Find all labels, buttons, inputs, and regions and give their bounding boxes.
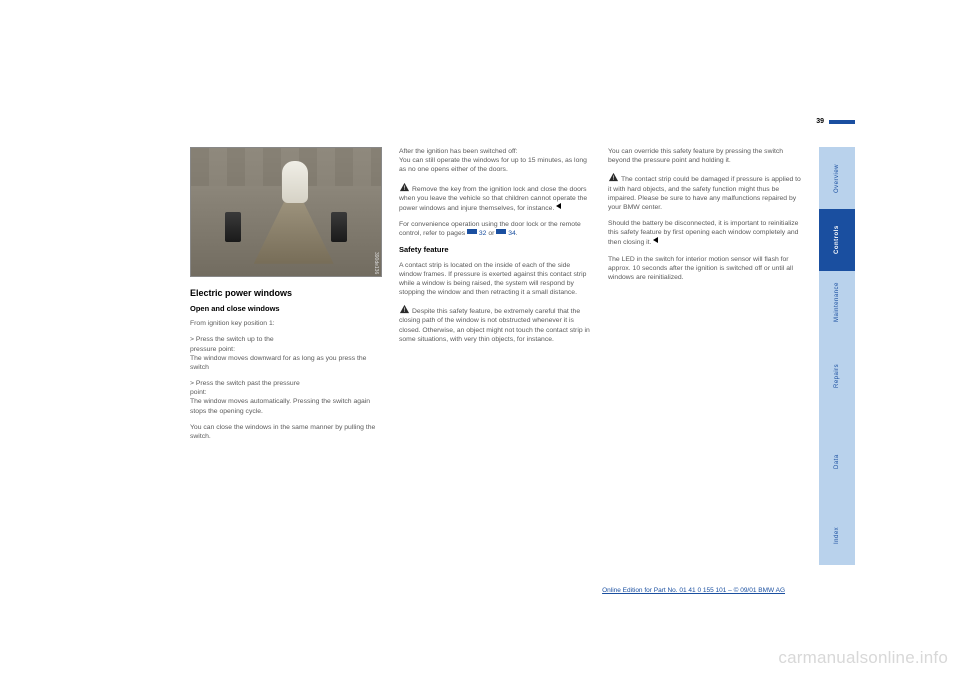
svg-text:!: ! (613, 176, 615, 183)
bullet-line: point: (190, 389, 207, 396)
page-number: 39 (816, 118, 829, 125)
bullet-line: The window moves automatically. Pressing… (190, 398, 370, 414)
bullet-line: The window moves downward for as long as… (190, 355, 366, 371)
column-2: After the ignition has been switched off… (399, 147, 594, 448)
section-tabs: Overview Controls Maintenance Repairs Da… (819, 147, 855, 565)
tab-controls[interactable]: Controls (819, 209, 855, 271)
warning-text: The contact strip could be damaged if pr… (608, 176, 801, 211)
warning-icon: ! (399, 182, 410, 192)
paragraph: A contact strip is located on the inside… (399, 261, 594, 298)
reference-paragraph: For convenience operation using the door… (399, 220, 594, 238)
section-heading: Electric power windows (190, 287, 385, 299)
bullet-line: > Press the switch up to the (190, 336, 274, 343)
sub-heading: Safety feature (399, 245, 594, 255)
paragraph: You can close the windows in the same ma… (190, 423, 385, 441)
page-number-bar: 39 (816, 118, 855, 125)
watermark: carmanualsonline.info (778, 648, 948, 668)
end-marker-icon (556, 203, 561, 209)
warning-text: Despite this safety feature, be extremel… (399, 308, 590, 343)
photo-gear-boot (254, 202, 334, 264)
bullet-line: pressure point: (190, 346, 235, 353)
ref-text: . (516, 230, 518, 237)
svg-text:!: ! (404, 185, 406, 192)
column-1: 390de136 Electric power windows Open and… (190, 147, 385, 448)
sub-heading: Open and close windows (190, 304, 385, 314)
warning-icon: ! (608, 172, 619, 182)
page-ref[interactable]: 34 (508, 230, 516, 237)
page-ref-box (496, 229, 506, 234)
page-ref-box (467, 229, 477, 234)
photo-id-label: 390de136 (372, 252, 379, 274)
column-3: You can override this safety feature by … (608, 147, 803, 448)
warning-paragraph: ! Despite this safety feature, be extrem… (399, 304, 594, 344)
warning-icon: ! (399, 304, 410, 314)
photo-window-switch-left (225, 212, 241, 242)
photo-gear-knob (282, 161, 308, 203)
warning-paragraph: ! The contact strip could be damaged if … (608, 172, 803, 212)
paragraph: You can override this safety feature by … (608, 147, 803, 165)
paragraph: From ignition key position 1: (190, 319, 385, 328)
bullet-line: > Press the switch past the pressure (190, 380, 300, 387)
photo-window-switch-right (331, 212, 347, 242)
ref-text: or (486, 230, 496, 237)
bullet-item: > Press the switch up to the pressure po… (190, 335, 385, 372)
edition-footer-link[interactable]: Online Edition for Part No. 01 41 0 155 … (602, 587, 785, 594)
shifter-photo: 390de136 (190, 147, 382, 277)
text-line: Should the battery be disconnected, it i… (608, 220, 798, 246)
bullet-item: > Press the switch past the pressure poi… (190, 379, 385, 416)
tab-repairs[interactable]: Repairs (819, 333, 855, 419)
page-number-accent (829, 120, 855, 124)
paragraph: After the ignition has been switched off… (399, 147, 594, 175)
svg-text:!: ! (404, 307, 406, 314)
manual-page: 39 390de136 Electric power windows Open … (135, 77, 855, 597)
end-marker-icon (653, 237, 658, 243)
text-line: After the ignition has been switched off… (399, 148, 518, 155)
text-line: You can still operate the windows for up… (399, 157, 587, 173)
warning-paragraph: ! Remove the key from the ignition lock … (399, 182, 594, 214)
content-columns: 390de136 Electric power windows Open and… (190, 147, 803, 448)
tab-maintenance[interactable]: Maintenance (819, 271, 855, 333)
tab-overview[interactable]: Overview (819, 147, 855, 209)
tab-data[interactable]: Data (819, 419, 855, 505)
paragraph: The LED in the switch for interior motio… (608, 255, 803, 283)
paragraph: Should the battery be disconnected, it i… (608, 219, 803, 248)
tab-index[interactable]: Index (819, 505, 855, 565)
